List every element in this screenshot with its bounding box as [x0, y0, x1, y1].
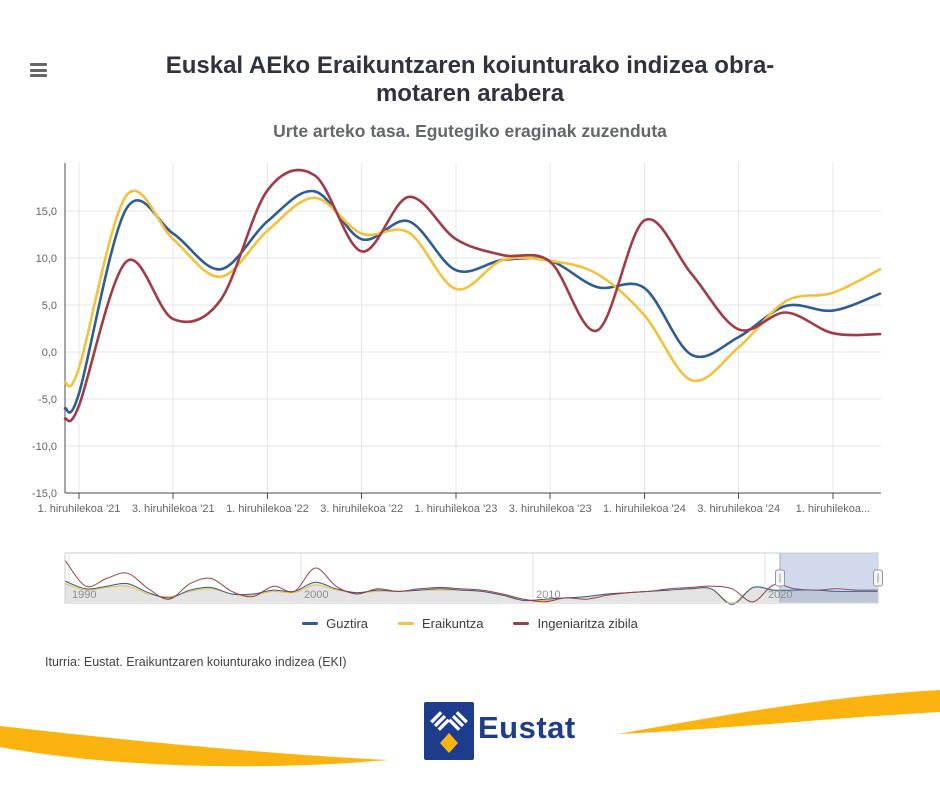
- chart-title: Euskal AEko Eraikuntzaren koiunturako in…: [165, 52, 775, 107]
- legend-item-ingeniaritza-zibila[interactable]: Ingeniaritza zibila: [513, 616, 638, 631]
- legend-dash-icon: [302, 622, 319, 625]
- hamburger-icon: [30, 63, 47, 66]
- eustat-logo-text: Eustat: [478, 710, 576, 745]
- y-axis-tick-label: -15,0: [32, 488, 57, 500]
- x-axis-tick-label: 3. hiruhilekoa '23: [509, 503, 592, 515]
- navigator[interactable]: 1990 2000 2010 2020: [64, 552, 883, 605]
- eustat-logo: Eustat: [424, 702, 576, 760]
- navigator-handle-left[interactable]: [775, 569, 785, 587]
- swoosh-right: [618, 690, 940, 734]
- navigator-year-label: 2000: [304, 589, 328, 601]
- x-axis-tick-label: 1. hiruhilekoa '24: [603, 503, 686, 515]
- legend-item-guztira[interactable]: Guztira: [302, 616, 368, 631]
- chart-subtitle: Urte arteko tasa. Egutegiko eraginak zuz…: [273, 121, 667, 141]
- legend-label: Ingeniaritza zibila: [537, 616, 638, 631]
- navigator-handle-right[interactable]: [873, 569, 883, 587]
- series-guztira[interactable]: [63, 189, 882, 414]
- y-axis-tick-label: -5,0: [38, 394, 57, 406]
- navigator-year-label: 2010: [536, 589, 560, 601]
- y-axis-tick-label: 0,0: [42, 347, 57, 359]
- y-axis-tick-label: -10,0: [32, 441, 57, 453]
- legend-dash-icon: [513, 622, 530, 625]
- legend-item-eraikuntza[interactable]: Eraikuntza: [398, 616, 483, 631]
- x-axis-tick-label: 3. hiruhilekoa '22: [320, 503, 403, 515]
- y-axis: 15,0 10,0 5,0 0,0 -5,0 -10,0 -15,0: [32, 206, 57, 500]
- line-chart[interactable]: 1. hiruhilekoa '21 3. hiruhilekoa '21 1. h…: [0, 158, 940, 618]
- context-menu-button[interactable]: [30, 63, 52, 81]
- y-axis-tick-label: 15,0: [36, 206, 57, 218]
- legend-label: Eraikuntza: [422, 616, 484, 631]
- y-axis-tick-label: 10,0: [36, 253, 57, 265]
- legend-label: Guztira: [326, 616, 369, 631]
- x-axis-tick-label: 3. hiruhilekoa '24: [697, 503, 780, 515]
- axes: [64, 163, 881, 494]
- x-axis-tick-label: 1. hiruhilekoa '21: [38, 503, 121, 515]
- legend-dash-icon: [398, 622, 415, 625]
- footer-swoosh-decoration: [0, 690, 940, 767]
- y-axis-tick-label: 5,0: [42, 300, 57, 312]
- x-axis-tick-label: 1. hiruhilekoa '23: [415, 503, 498, 515]
- navigator-selected-range[interactable]: [779, 552, 879, 604]
- x-axis-tick-label: 1. hiruhilekoa...: [796, 503, 871, 515]
- navigator-year-label: 2020: [768, 589, 792, 601]
- eustat-logo-mark: [424, 702, 474, 760]
- x-axis-tick-label: 3. hiruhilekoa '21: [132, 503, 215, 515]
- legend: Guztira Eraikuntza Ingeniaritza zibila: [0, 616, 940, 631]
- series-eraikuntza[interactable]: [63, 189, 882, 388]
- navigator-series: [64, 559, 879, 603]
- navigator-year-label: 1990: [72, 589, 96, 601]
- x-axis-tick-label: 1. hiruhilekoa '22: [226, 503, 309, 515]
- swoosh-left: [0, 726, 388, 767]
- source-note: Iturria: Eustat. Eraikuntzaren koiuntura…: [45, 655, 347, 669]
- series-ingeniaritza-zibila[interactable]: [63, 168, 882, 423]
- logo-diamond: [440, 733, 458, 753]
- x-axis: 1. hiruhilekoa '21 3. hiruhilekoa '21 1. h…: [38, 493, 871, 515]
